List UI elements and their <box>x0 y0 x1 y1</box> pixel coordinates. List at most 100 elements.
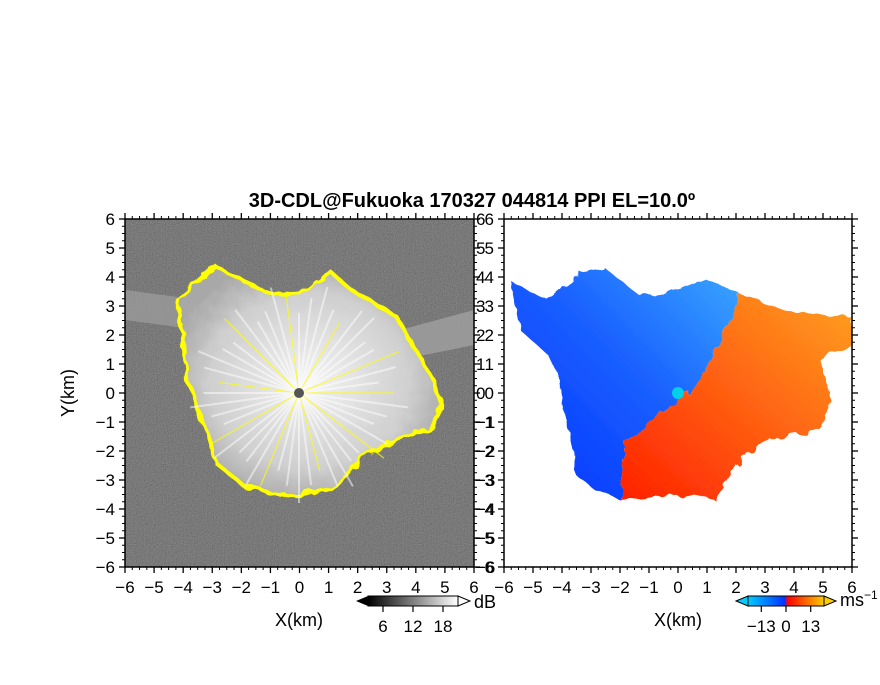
snr-ray <box>298 392 352 462</box>
snr-panel: −6 −5 −4 −3 −2 −1 0 1 2 3 4 5 6−6 −6−5 −5−4 −4−3 −3−2 −2−… <box>58 210 495 630</box>
snr-ray <box>298 309 335 394</box>
snr-ray <box>298 310 363 394</box>
velocity-x-tick-label: 1 <box>702 578 711 597</box>
snr-ray <box>298 392 409 409</box>
snr-y-tick-label: 1 <box>106 355 115 374</box>
snr-x-tick-label: 2 <box>353 578 362 597</box>
snr-x-tick-label: 0 <box>295 578 304 597</box>
snr-ray <box>190 392 300 409</box>
velocity-approaching-region <box>510 268 740 500</box>
snr-y-tick-label-right: −6 <box>476 558 495 577</box>
snr-ray <box>238 392 300 454</box>
snr-ray <box>298 348 375 394</box>
snr-x-tick-label: −3 <box>203 578 222 597</box>
snr-ray <box>244 392 300 488</box>
velocity-x-tick-label: −2 <box>610 578 629 597</box>
snr-radar-center <box>294 388 304 398</box>
velocity-colorbar: −13 0 13 ms−1 <box>734 588 878 636</box>
snr-y-tick-label: −6 <box>96 558 115 577</box>
snr-x-tick-label: 1 <box>324 578 333 597</box>
snr-ray <box>213 392 300 459</box>
velocity-x-tick-label: −4 <box>552 578 571 597</box>
velocity-y-tick-label: −4 <box>475 500 494 519</box>
snr-ray <box>232 341 300 394</box>
snr-x-tick-label: 5 <box>440 578 449 597</box>
snr-ray <box>285 392 300 486</box>
snr-ray <box>256 321 300 394</box>
snr-y-tick-label: −1 <box>96 413 115 432</box>
snr-ray <box>211 392 300 418</box>
snr-y-tick-label: −5 <box>96 529 115 548</box>
snr-ray <box>298 392 313 486</box>
snr-y-tick-label-right: 6 <box>476 210 485 229</box>
velocity-y-tick-label: 3 <box>485 297 494 316</box>
velocity-x-tick-label: −1 <box>639 578 658 597</box>
snr-y-tick-label: 4 <box>106 268 115 287</box>
velocity-y-tick-label: 6 <box>485 210 494 229</box>
snr-x-tick-label: −1 <box>261 578 280 597</box>
velocity-x-tick-label: 3 <box>760 578 769 597</box>
snr-ray <box>298 392 385 459</box>
snr-ray <box>269 287 300 394</box>
snr-colorbar-right-arrow <box>457 595 472 607</box>
velocity-colorbar-tick-label: 0 <box>781 617 790 636</box>
snr-y-tick-label-right: −3 <box>476 471 495 490</box>
velocity-x-tick-label: 2 <box>731 578 740 597</box>
snr-ray <box>298 381 379 394</box>
velocity-colorbar-unit-exponent: −1 <box>864 588 878 602</box>
snr-y-tick-label: −4 <box>96 500 115 519</box>
snr-x-tick-label: −5 <box>144 578 163 597</box>
snr-ray <box>298 341 367 394</box>
snr-ray <box>298 392 388 418</box>
velocity-y-tick-label: −2 <box>475 442 494 461</box>
snr-ray <box>298 392 354 487</box>
snr-y-tick-label-right: 3 <box>476 297 485 316</box>
velocity-y-tick-label: −5 <box>475 529 494 548</box>
velocity-y-tick-label: −6 <box>475 558 494 577</box>
snr-colorbar: 6 12 18 dB <box>356 592 496 636</box>
velocity-x-axis-label: X(km) <box>654 610 702 630</box>
snr-ray <box>222 348 300 394</box>
snr-ray <box>260 392 300 486</box>
snr-ray <box>298 322 341 394</box>
velocity-x-tick-label: 0 <box>673 578 682 597</box>
snr-x-tick-label: −4 <box>173 578 192 597</box>
snr-ray <box>277 392 300 471</box>
velocity-radar-center <box>672 387 684 399</box>
snr-ray <box>298 350 400 394</box>
snr-y-tick-label-right: −5 <box>476 529 495 548</box>
velocity-x-tick-label: −5 <box>523 578 542 597</box>
snr-ray <box>264 310 300 394</box>
snr-y-tick-label-right: −1 <box>476 413 495 432</box>
velocity-y-tick-label: 2 <box>485 326 494 345</box>
snr-y-tick-label-right: 5 <box>476 239 485 258</box>
snr-x-tick-label: 3 <box>382 578 391 597</box>
velocity-colorbar-gradient <box>747 595 825 607</box>
velocity-x-tick-label: 6 <box>847 578 856 597</box>
velocity-y-tick-label: 4 <box>485 268 494 287</box>
snr-x-tick-label: 6 <box>469 578 478 597</box>
snr-ray <box>209 392 300 445</box>
snr-colorbar-left-arrow <box>356 596 368 606</box>
velocity-x-tick-label: 4 <box>789 578 798 597</box>
snr-x-tick-label: 4 <box>411 578 420 597</box>
snr-ray <box>298 297 313 394</box>
snr-y-tick-label-right: −4 <box>476 500 495 519</box>
velocity-colorbar-tick-label: 13 <box>801 617 820 636</box>
snr-ray <box>298 392 339 487</box>
velocity-y-tick-label: 5 <box>485 239 494 258</box>
snr-ray <box>245 392 300 463</box>
figure-title: 3D-CDL@Fukuoka 170327 044814 PPI EL=10.0… <box>249 190 695 212</box>
snr-ray <box>234 309 300 394</box>
snr-colorbar-tick-label: 6 <box>378 617 387 636</box>
snr-colorbar-gradient <box>367 595 459 607</box>
snr-ray <box>203 366 300 394</box>
snr-x-tick-label: −6 <box>115 578 134 597</box>
snr-colorbar-tick-label: 18 <box>434 617 453 636</box>
snr-y-tick-label-right: 0 <box>476 384 485 403</box>
snr-ray <box>298 392 389 446</box>
velocity-y-tick-label: 0 <box>485 384 494 403</box>
snr-radial-rays <box>190 286 409 503</box>
